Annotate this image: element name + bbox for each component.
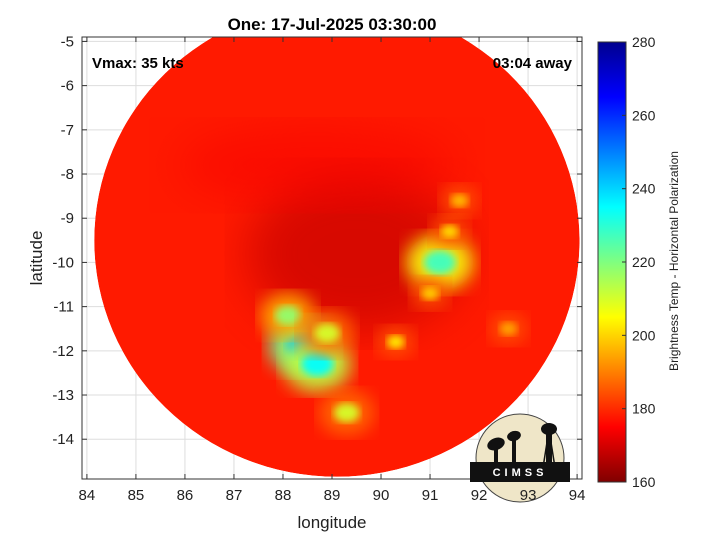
- x-tick-label: 94: [569, 487, 586, 504]
- y-tick-label: -13: [52, 387, 74, 404]
- chart-title: One: 17-Jul-2025 03:30:00: [228, 15, 437, 34]
- x-tick-label: 91: [422, 487, 439, 504]
- colorbar-ticks: 280 260 240 220 200 180 160: [622, 34, 656, 490]
- convection-core: [421, 286, 439, 300]
- colorbar-tick-label: 220: [632, 254, 656, 270]
- y-tick-label: -9: [61, 210, 74, 227]
- y-tick-label: -6: [61, 78, 74, 95]
- colorbar-label: Brightness Temp - Horizontal Polarizatio…: [667, 151, 681, 371]
- y-tick-label: -11: [53, 299, 74, 316]
- colorbar-tick-label: 160: [632, 474, 656, 490]
- y-tick-label: -8: [61, 166, 74, 183]
- y-tick-labels: -5 -6 -7 -8 -9 -10 -11 -12 -13 -14: [52, 33, 74, 448]
- outer-band: [176, 125, 457, 206]
- x-tick-label: 89: [324, 487, 341, 504]
- colorbar-tick-label: 240: [632, 181, 656, 197]
- x-tick-label: 86: [177, 487, 194, 504]
- y-tick-label: -14: [52, 431, 74, 448]
- colorbar-tick-label: 180: [632, 401, 656, 417]
- axis-ticks: [82, 37, 582, 479]
- x-tick-label: 85: [128, 487, 145, 504]
- x-tick-label: 93: [520, 487, 537, 504]
- x-tick-labels: 84 85 86 87 88 89 90 91 92 93 94: [79, 487, 586, 504]
- x-tick-label: 84: [79, 487, 96, 504]
- x-tick-label: 87: [226, 487, 243, 504]
- convection-core: [386, 335, 405, 349]
- brightness-temperature-swath: [94, 37, 580, 477]
- colorbar-tick-label: 260: [632, 107, 656, 123]
- x-tick-label: 88: [275, 487, 292, 504]
- cimss-logo: CIMSS: [470, 413, 570, 503]
- logo-text: CIMSS: [493, 467, 548, 479]
- convection-core: [275, 305, 301, 326]
- colorbar-gradient: [597, 41, 627, 483]
- colorbar: 280 260 240 220 200 180 160 Brightness Temp - …: [597, 34, 681, 490]
- convection-core: [314, 323, 340, 343]
- y-tick-label: -10: [52, 254, 74, 271]
- x-tick-label: 92: [471, 487, 488, 504]
- convection-core: [499, 322, 518, 336]
- vmax-annotation: Vmax: 35 kts: [92, 55, 184, 72]
- colorbar-tick-label: 280: [632, 34, 656, 50]
- convection-core: [440, 224, 459, 239]
- colorbar-tick-label: 200: [632, 327, 656, 343]
- time-away-annotation: 03:04 away: [493, 55, 573, 72]
- x-axis-label: longitude: [297, 513, 366, 532]
- convection-core: [423, 250, 456, 275]
- convection-core: [450, 193, 469, 208]
- plot-area: Vmax: 35 kts 03:04 away CIMSS: [81, 36, 583, 503]
- convection-core: [333, 403, 360, 423]
- convection-core: [301, 352, 334, 377]
- y-axis-label: latitude: [27, 231, 46, 286]
- logo-band: [470, 462, 570, 482]
- satellite-dish-icon: [487, 430, 521, 464]
- y-tick-label: -12: [52, 343, 74, 360]
- y-tick-label: -7: [61, 122, 74, 139]
- y-tick-label: -5: [61, 33, 74, 50]
- x-tick-label: 90: [373, 487, 390, 504]
